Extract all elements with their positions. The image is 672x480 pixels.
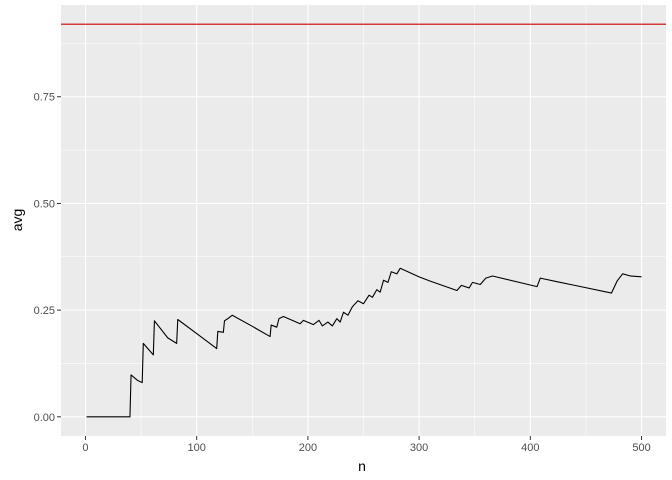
y-tick-label: 0.25: [34, 305, 55, 317]
y-tick-label: 0.50: [34, 198, 55, 210]
series-line: [86, 267, 642, 418]
y-axis-title: avg: [9, 209, 25, 232]
x-tick-label: 500: [632, 442, 650, 454]
x-tick-label: 0: [82, 442, 88, 454]
x-tick-label: 300: [410, 442, 428, 454]
y-tick-label: 0.75: [34, 92, 55, 104]
series-group: [86, 267, 642, 418]
x-tick-label: 100: [188, 442, 206, 454]
grid: [61, 5, 666, 436]
x-axis-title: n: [358, 458, 366, 474]
x-tick-label: 200: [299, 442, 317, 454]
x-tick-label: 400: [521, 442, 539, 454]
y-tick-label: 0.00: [34, 412, 55, 424]
axis-ticks: 0 100 200 300 400 500 0.00 0.25 0.50 0.75: [34, 92, 651, 454]
